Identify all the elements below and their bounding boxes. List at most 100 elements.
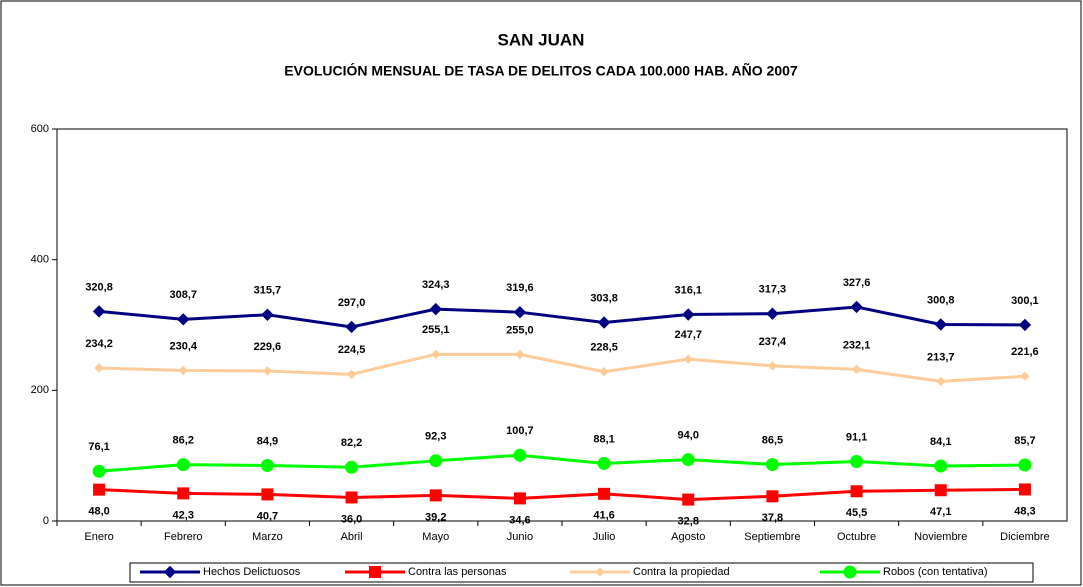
data-point — [597, 316, 611, 329]
x-tick-label: Julio — [593, 531, 616, 543]
data-point — [345, 320, 358, 334]
y-tick-label: 200 — [31, 384, 49, 396]
data-point — [176, 458, 190, 472]
data-label: 297,0 — [338, 297, 366, 309]
data-label: 229,6 — [254, 341, 282, 353]
data-point — [1020, 371, 1030, 381]
data-point — [429, 302, 442, 316]
data-label: 319,6 — [506, 282, 534, 294]
data-label: 100,7 — [506, 425, 534, 437]
x-tick-label: Enero — [84, 531, 113, 543]
x-tick-label: Agosto — [671, 531, 705, 543]
legend-label: Contra las personas — [408, 566, 507, 578]
data-point — [850, 454, 864, 468]
data-point — [92, 305, 106, 318]
data-label: 247,7 — [674, 329, 702, 341]
data-label: 213,7 — [927, 351, 955, 363]
data-point — [936, 376, 946, 387]
legend-marker — [163, 565, 177, 579]
data-point — [513, 492, 526, 505]
data-point — [178, 365, 188, 376]
data-label: 85,7 — [1014, 435, 1035, 447]
data-point — [766, 490, 779, 503]
y-tick-label: 0 — [43, 515, 49, 527]
data-point — [513, 305, 527, 319]
data-point — [851, 364, 862, 375]
data-label: 94,0 — [678, 429, 699, 441]
data-label: 234,2 — [85, 338, 113, 350]
data-point — [92, 464, 106, 478]
data-label: 86,2 — [173, 435, 194, 447]
data-label: 91,1 — [846, 431, 867, 443]
data-label: 42,3 — [173, 509, 194, 521]
data-label: 315,7 — [254, 285, 282, 297]
data-point — [345, 491, 358, 504]
data-label: 303,8 — [590, 292, 618, 304]
legend-label: Contra la propiedad — [633, 566, 730, 578]
data-point — [431, 349, 441, 360]
data-label: 324,3 — [422, 279, 450, 291]
data-point — [682, 308, 695, 321]
data-point — [515, 349, 525, 360]
data-label: 39,2 — [425, 511, 446, 523]
data-point — [345, 460, 359, 474]
data-point — [262, 366, 273, 376]
data-point — [1018, 458, 1032, 472]
data-label: 88,1 — [593, 433, 614, 445]
data-point — [850, 300, 863, 314]
data-point — [429, 454, 443, 468]
x-tick-label: Junio — [507, 531, 533, 543]
data-label: 255,0 — [506, 324, 534, 336]
data-label: 221,6 — [1011, 346, 1039, 358]
data-label: 232,1 — [843, 339, 871, 351]
data-point — [597, 456, 611, 470]
data-point — [1018, 483, 1031, 496]
legend-marker — [369, 566, 381, 578]
data-label: 45,5 — [846, 507, 867, 519]
x-tick-label: Noviembre — [914, 531, 967, 543]
data-point — [429, 489, 442, 502]
data-label: 41,6 — [593, 510, 614, 522]
data-label: 230,4 — [169, 340, 197, 352]
data-label: 82,2 — [341, 437, 362, 449]
data-label: 84,1 — [930, 436, 951, 448]
series-line — [98, 305, 1025, 329]
x-tick-label: Diciembre — [1000, 531, 1050, 543]
data-point — [177, 487, 190, 500]
data-label: 308,7 — [169, 289, 197, 301]
series-line — [99, 487, 1025, 502]
legend-marker — [595, 567, 605, 577]
data-label: 48,3 — [1014, 505, 1035, 517]
y-tick-label: 600 — [31, 123, 49, 135]
data-label: 228,5 — [590, 342, 618, 354]
series-line — [98, 453, 1025, 473]
data-point — [1018, 318, 1032, 332]
data-label: 300,1 — [1011, 295, 1039, 307]
data-point — [683, 354, 693, 364]
data-point — [261, 308, 274, 321]
data-label: 47,1 — [930, 506, 951, 518]
data-label: 86,5 — [762, 434, 783, 446]
data-point — [934, 484, 947, 497]
data-point — [682, 493, 695, 506]
data-label: 92,3 — [425, 431, 446, 443]
data-label: 48,0 — [88, 506, 109, 518]
y-tick-label: 400 — [31, 254, 49, 266]
data-point — [513, 448, 527, 462]
data-point — [934, 318, 947, 331]
data-point — [767, 361, 778, 371]
legend-label: Robos (con tentativa) — [883, 566, 988, 578]
x-tick-label: Marzo — [252, 531, 283, 543]
chart-title: SAN JUAN — [498, 30, 585, 49]
data-label: 317,3 — [759, 284, 787, 296]
data-label: 84,9 — [257, 435, 278, 447]
data-point — [261, 488, 274, 501]
data-label: 32,8 — [678, 515, 699, 527]
data-label: 37,8 — [762, 512, 783, 524]
data-label: 300,8 — [927, 294, 955, 306]
legend-label: Hechos Delictuosos — [203, 566, 301, 578]
series-line — [99, 352, 1026, 383]
data-point — [177, 313, 190, 326]
data-point — [765, 457, 779, 471]
x-tick-label: Abril — [341, 531, 363, 543]
